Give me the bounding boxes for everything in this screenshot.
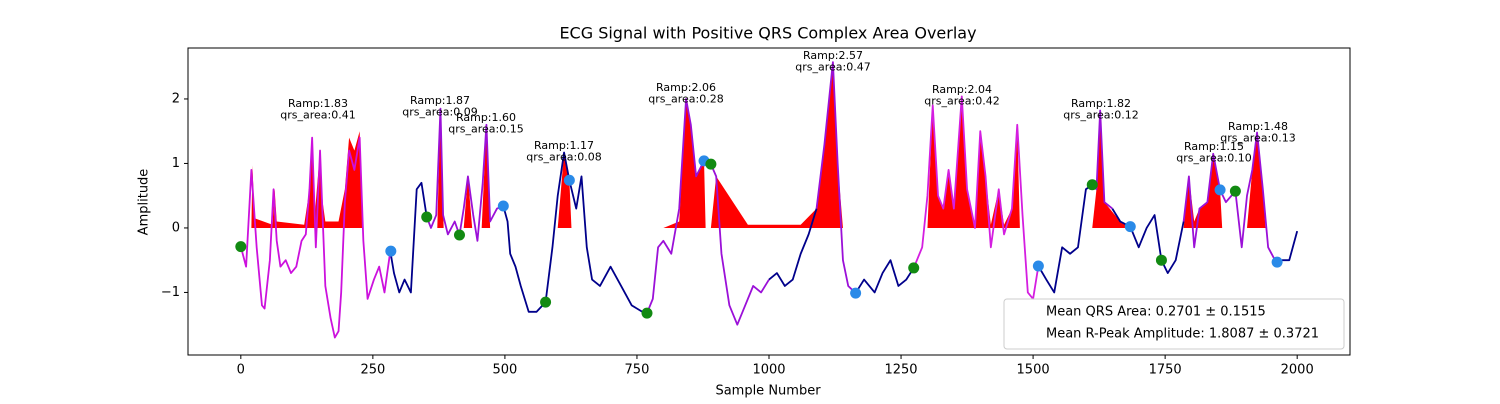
peak-marker (453, 229, 465, 241)
annotation: qrs_area:0.41 (280, 109, 355, 122)
peak-marker (705, 158, 717, 170)
qrs-area (927, 96, 1020, 228)
qrs-area (1247, 132, 1266, 228)
legend-entry: Mean QRS Area: 0.2701 ± 0.1515 (1046, 305, 1266, 320)
ecg-line (502, 151, 648, 314)
annotation: qrs_area:0.47 (795, 61, 870, 74)
x-tick-label: 1000 (752, 363, 785, 378)
x-tick-label: 0 (237, 363, 245, 378)
legend-box (1003, 298, 1345, 350)
y-tick-label: −1 (161, 285, 180, 300)
ecg-line (854, 259, 915, 294)
peak-marker (1271, 256, 1283, 268)
peak-marker (235, 241, 247, 253)
qrs-area (663, 98, 706, 228)
plot-frame (187, 47, 1351, 356)
qrs-area (710, 62, 843, 228)
peak-marker (1229, 185, 1241, 197)
annotation: qrs_area:0.13 (1220, 132, 1295, 145)
annotation: Ramp:1.15 (1184, 140, 1244, 153)
qrs-area (481, 124, 491, 228)
y-tick-label: 2 (172, 91, 180, 106)
annotation: Ramp:1.87 (410, 94, 470, 107)
peak-marker (385, 245, 397, 257)
ecg-line (1037, 183, 1093, 294)
qrs-area (557, 152, 572, 228)
ecg-line (1182, 131, 1277, 263)
peak-marker (1032, 260, 1044, 272)
annotation: qrs_area:0.42 (924, 95, 999, 108)
annotation: Ramp:1.60 (456, 111, 516, 124)
x-tick-label: 2000 (1281, 363, 1314, 378)
peak-marker (1214, 184, 1226, 196)
ecg-line (646, 98, 770, 326)
ecg-line (425, 107, 504, 242)
annotation: Ramp:1.48 (1228, 120, 1288, 133)
qrs-area (251, 131, 363, 228)
peak-marker (908, 262, 920, 274)
peak-marker (563, 174, 575, 186)
peak-marker (497, 200, 509, 212)
peak-marker (850, 287, 862, 299)
qrs-area (463, 176, 473, 228)
qrs-area (1092, 110, 1131, 228)
annotation: Ramp:2.57 (803, 49, 863, 62)
ecg-line (239, 136, 392, 339)
ecg-line (1111, 208, 1185, 274)
annotation: qrs_area:0.28 (648, 93, 723, 106)
ecg-line (912, 95, 1040, 300)
y-tick-label: 1 (172, 156, 180, 171)
annotation: qrs_area:0.09 (402, 106, 477, 119)
x-tick-label: 750 (625, 363, 650, 378)
peak-marker (1086, 179, 1098, 191)
annotation: Ramp:2.04 (932, 83, 992, 96)
annotation: Ramp:2.06 (656, 81, 716, 94)
ecg-line (768, 208, 818, 287)
x-tick-label: 250 (360, 363, 385, 378)
annotation: Ramp:1.17 (534, 139, 594, 152)
peak-marker (1155, 254, 1167, 266)
annotation: qrs_area:0.12 (1063, 109, 1138, 122)
x-tick-label: 1500 (1017, 363, 1050, 378)
qrs-area (1183, 153, 1223, 228)
peak-marker (421, 211, 433, 223)
peak-marker (641, 307, 653, 319)
annotation: qrs_area:0.15 (448, 123, 523, 136)
ecg-line (389, 181, 428, 294)
ecg-line (815, 61, 857, 294)
annotation: qrs_area:0.08 (526, 151, 601, 164)
annotation: Ramp:1.83 (288, 97, 348, 110)
chart-title: ECG Signal with Positive QRS Complex Are… (559, 24, 976, 43)
y-tick-label: 0 (172, 220, 180, 235)
legend-entry: Mean R-Peak Amplitude: 1.8087 ± 0.3721 (1046, 327, 1319, 342)
peak-marker (1124, 221, 1136, 233)
peak-marker (540, 296, 552, 308)
x-tick-label: 500 (492, 363, 517, 378)
annotation: qrs_area:0.10 (1176, 152, 1251, 165)
y-axis-label: Amplitude (137, 169, 152, 236)
x-tick-label: 1250 (884, 363, 917, 378)
x-axis-label: Sample Number (715, 384, 821, 399)
annotation: Ramp:1.82 (1071, 97, 1131, 110)
x-tick-label: 1750 (1149, 363, 1182, 378)
